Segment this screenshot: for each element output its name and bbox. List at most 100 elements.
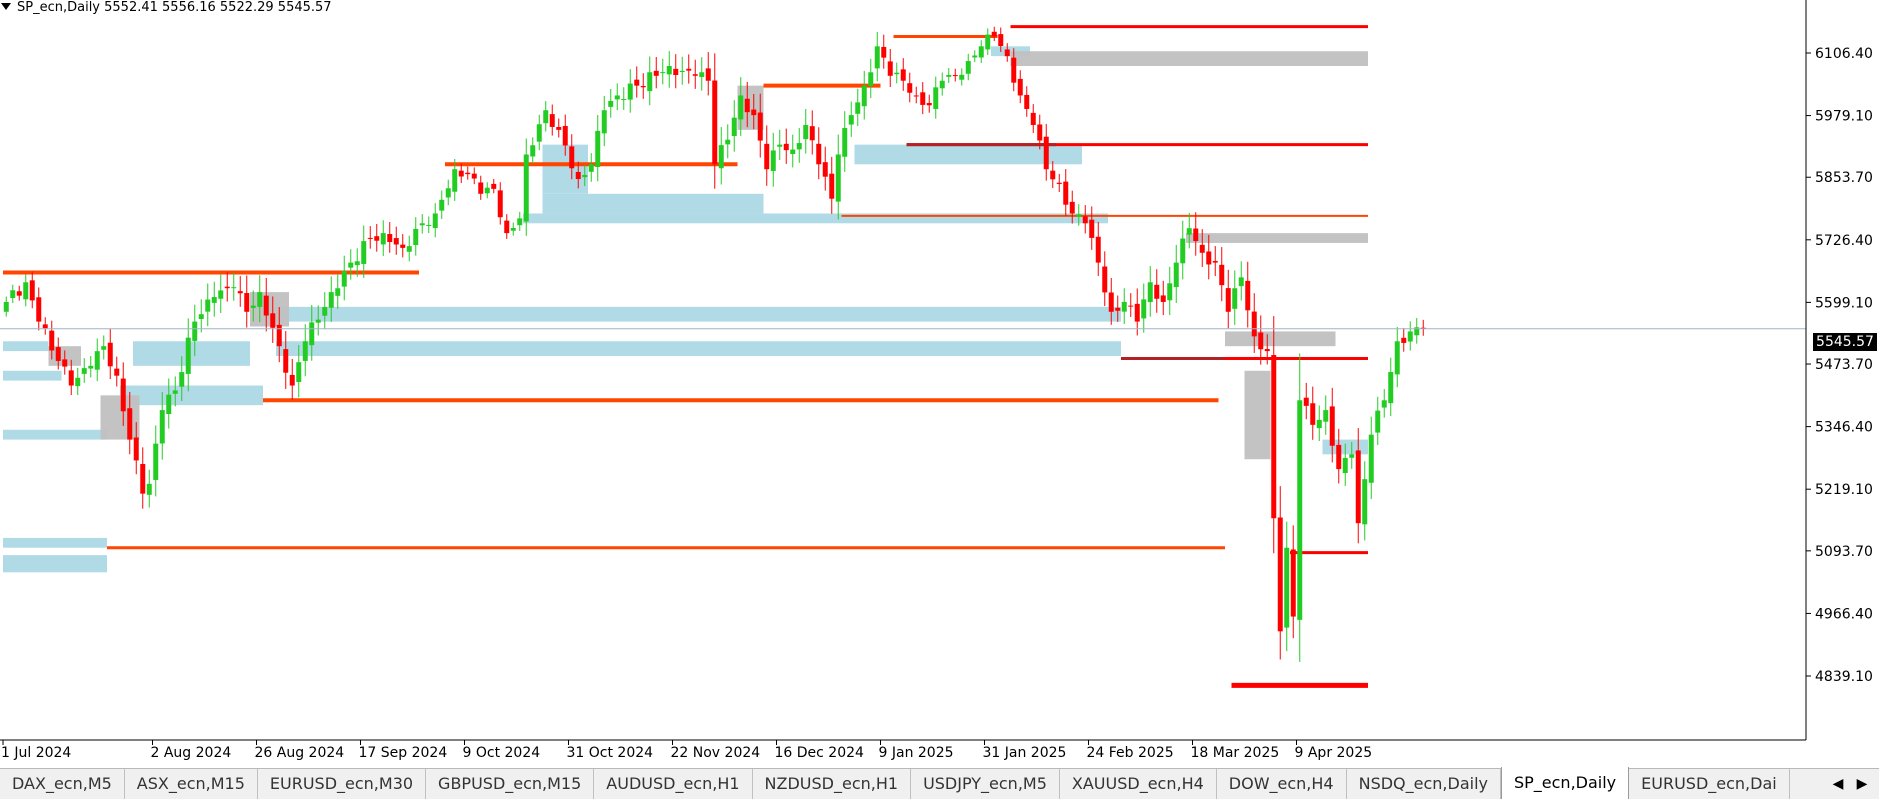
candle-108 <box>705 52 711 96</box>
demand-zone-7 <box>276 341 1121 357</box>
candle-57 <box>374 224 380 252</box>
candle-127 <box>829 156 835 214</box>
tab-usdjpy-ecn-m5[interactable]: USDJPY_ecn,M5 <box>911 769 1060 799</box>
candle-32 <box>211 281 217 317</box>
candle-209 <box>1362 461 1368 541</box>
candle-98 <box>640 73 646 99</box>
candle-168 <box>1095 221 1101 276</box>
symbol-dropdown-icon[interactable] <box>1 3 11 10</box>
candle-146 <box>952 68 958 82</box>
candle-160 <box>1043 123 1049 181</box>
candle-158 <box>1030 104 1036 133</box>
tab-nsdq-ecn-daily[interactable]: NSDQ_ecn,Daily <box>1347 769 1501 799</box>
candle-29 <box>192 304 198 357</box>
y-tick-label-10: 4839.10 <box>1815 669 1873 685</box>
candle-83 <box>543 101 549 132</box>
tab-gbpusd-ecn-m15[interactable]: GBPUSD_ecn,M15 <box>426 769 595 799</box>
candle-176 <box>1147 266 1153 317</box>
candle-105 <box>686 54 692 84</box>
candle-196 <box>1277 486 1283 660</box>
candle-205 <box>1336 428 1342 484</box>
candle-195 <box>1271 316 1277 554</box>
x-tick-label-1: 2 Aug 2024 <box>151 745 232 761</box>
candle-34 <box>224 271 230 302</box>
candle-121 <box>790 134 796 168</box>
x-tick-label-5: 31 Oct 2024 <box>567 745 654 761</box>
chart-tab-bar: DAX_ecn,M5 ASX_ecn,M15 EURUSD_ecn,M30 GBPUS… <box>0 767 1879 799</box>
candle-60 <box>393 226 399 255</box>
tab-xauusd-ecn-h4[interactable]: XAUUSD_ecn,H4 <box>1060 769 1217 799</box>
candle-91 <box>595 115 601 182</box>
price-chart[interactable]: 6106.40 5979.10 5853.70 5726.40 5599.10 5473.… <box>0 0 1879 768</box>
candle-19 <box>127 391 133 455</box>
demand-zone-9 <box>542 193 764 214</box>
tab-audusd-ecn-h1[interactable]: AUDUSD_ecn,H1 <box>594 769 753 799</box>
candle-109 <box>712 53 718 189</box>
candle-164 <box>1069 190 1075 224</box>
tab-sp-ecn-daily[interactable]: SP_ecn,Daily <box>1500 767 1630 799</box>
x-tick-label-10: 24 Feb 2025 <box>1087 745 1174 761</box>
x-tick-label-8: 9 Jan 2025 <box>879 745 954 761</box>
tab-nzdusd-ecn-h1[interactable]: NZDUSD_ecn,H1 <box>753 769 912 799</box>
demand-zone-5 <box>133 341 250 366</box>
y-tick-label-1: 5979.10 <box>1815 109 1873 125</box>
candle-175 <box>1141 283 1147 333</box>
candle-48 <box>315 305 321 336</box>
candle-149 <box>972 50 978 63</box>
candle-167 <box>1089 206 1095 250</box>
candle-1 <box>10 284 16 304</box>
candle-8 <box>55 337 61 370</box>
candle-131 <box>855 88 861 127</box>
y-tick-label-0: 6106.40 <box>1815 46 1873 62</box>
candle-112 <box>731 100 737 152</box>
candle-76 <box>497 182 503 225</box>
tab-eurusd-ecn-dai[interactable]: EURUSD_ecn,Dai <box>1629 769 1790 799</box>
candle-58 <box>380 220 386 256</box>
tab-asx-ecn-m15[interactable]: ASX_ecn,M15 <box>125 769 258 799</box>
tab-list: DAX_ecn,M5 ASX_ecn,M15 EURUSD_ecn,M30 GBPUS… <box>0 767 1790 799</box>
candle-159 <box>1037 114 1043 150</box>
tab-eurusd-ecn-m30[interactable]: EURUSD_ecn,M30 <box>258 769 427 799</box>
candle-161 <box>1050 161 1056 188</box>
candle-111 <box>725 124 731 159</box>
tab-scroll-left-icon[interactable]: ◀ <box>1827 769 1849 799</box>
candle-6 <box>42 317 48 335</box>
candle-115 <box>751 93 757 130</box>
candle-73 <box>478 175 484 200</box>
candle-181 <box>1180 220 1186 280</box>
x-tick-label-0: 1 Jul 2024 <box>1 745 71 761</box>
chart-canvas[interactable]: 6106.40 5979.10 5853.70 5726.40 5599.10 5473.… <box>0 0 1879 768</box>
candle-95 <box>621 87 627 110</box>
candle-136 <box>887 48 893 87</box>
candle-61 <box>400 234 406 258</box>
candle-174 <box>1134 288 1140 336</box>
candle-132 <box>861 70 867 120</box>
y-tick-label-8: 5093.70 <box>1815 544 1873 560</box>
candle-197 <box>1284 521 1290 652</box>
candle-22 <box>146 469 152 508</box>
candle-114 <box>744 81 750 128</box>
candle-0 <box>3 296 9 317</box>
candle-12 <box>81 358 87 383</box>
y-tick-label-4: 5599.10 <box>1815 295 1873 311</box>
candle-37 <box>244 275 250 328</box>
candle-52 <box>341 255 347 301</box>
tab-dax-ecn-m5[interactable]: DAX_ecn,M5 <box>0 769 125 799</box>
candle-90 <box>588 153 594 182</box>
candle-84 <box>549 104 555 136</box>
candle-44 <box>289 358 295 400</box>
candle-54 <box>354 248 360 277</box>
candle-171 <box>1115 295 1121 322</box>
candle-46 <box>302 324 308 377</box>
candle-216 <box>1407 321 1413 351</box>
candle-165 <box>1076 204 1082 226</box>
candle-42 <box>276 307 282 363</box>
candle-125 <box>816 127 822 180</box>
candle-100 <box>653 56 659 89</box>
candle-199 <box>1297 353 1303 662</box>
candle-2 <box>16 285 22 301</box>
candle-117 <box>764 125 770 186</box>
tab-dow-ecn-h4[interactable]: DOW_ecn,H4 <box>1217 769 1347 799</box>
candle-30 <box>198 299 204 333</box>
tab-scroll-right-icon[interactable]: ▶ <box>1851 769 1873 799</box>
